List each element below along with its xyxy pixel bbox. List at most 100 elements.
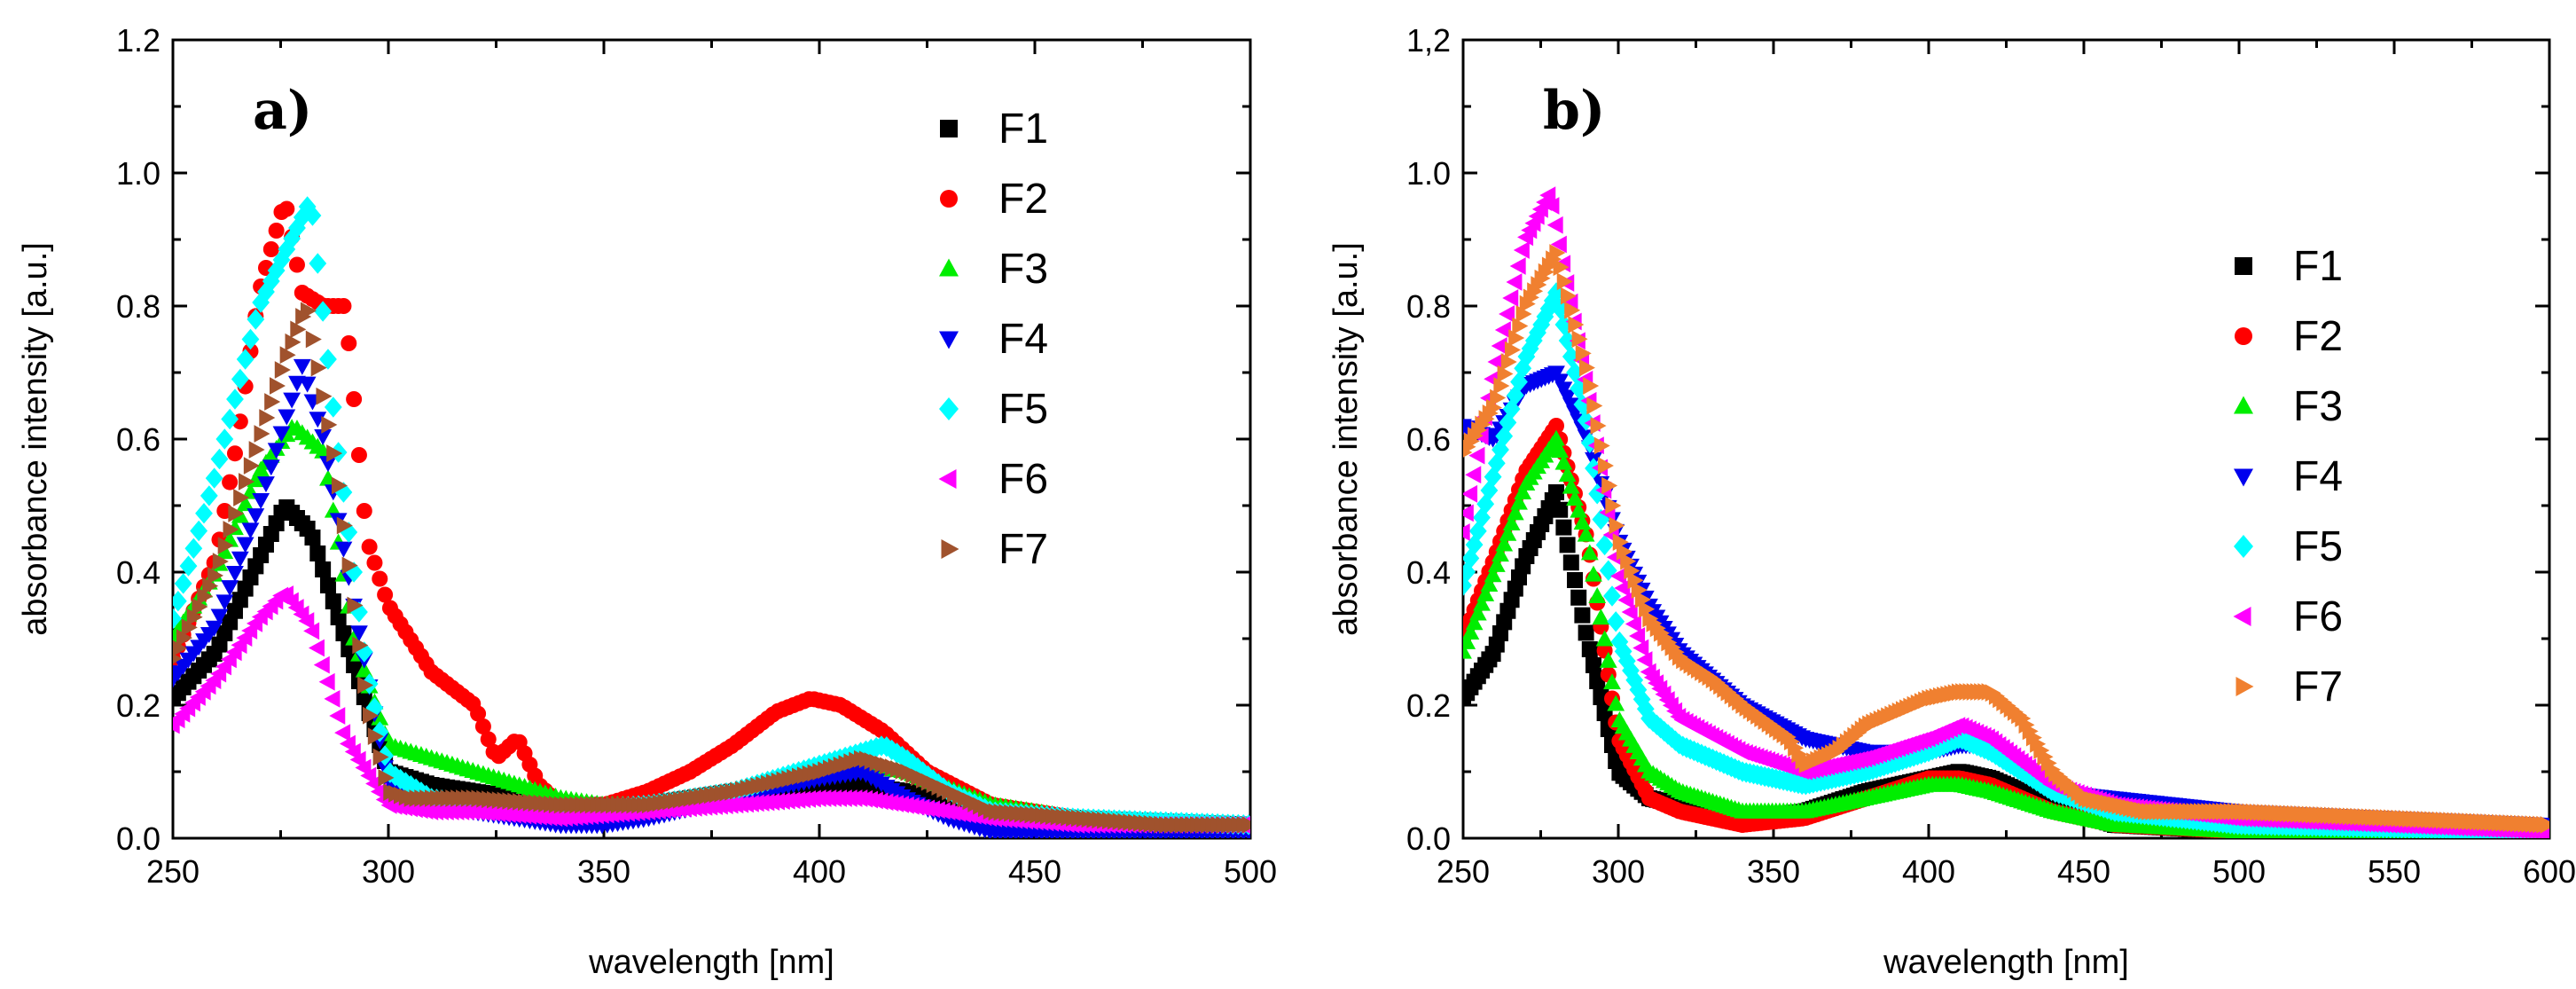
data-point-f3 [1588, 586, 1607, 603]
data-point-f7 [176, 629, 193, 647]
data-point-f6 [1546, 216, 1563, 234]
y-tick-label: 1.2 [116, 22, 161, 59]
data-point-f2 [226, 445, 243, 462]
data-point-f5 [1636, 698, 1655, 719]
x-axis-label: wavelength [nm] [1883, 944, 2129, 981]
data-point-f5 [1633, 688, 1651, 710]
data-point-f5 [1614, 640, 1633, 663]
y-tick-label: 1.0 [1406, 155, 1451, 192]
data-point-f5 [1599, 560, 1617, 581]
data-point-f3 [1514, 483, 1532, 499]
data-point-f6 [1562, 293, 1578, 311]
data-point-f3 [1473, 594, 1491, 611]
x-tick-label: 250 [1437, 853, 1490, 890]
data-point-f2 [356, 503, 372, 519]
data-point-f2 [361, 538, 378, 555]
data-point-f4 [334, 541, 353, 558]
data-point-f1 [309, 546, 326, 561]
data-point-f4 [293, 358, 311, 375]
panel-label: a) [253, 80, 312, 142]
legend-symbol-f3 [2234, 396, 2253, 414]
data-point-f4 [314, 429, 333, 446]
data-point-f3 [1566, 490, 1584, 506]
data-point-f4 [283, 392, 301, 409]
data-point-f7 [1609, 516, 1625, 535]
data-point-f7 [233, 489, 250, 506]
data-point-f6 [1614, 579, 1631, 597]
legend-label: F2 [998, 176, 1048, 223]
data-point-f6 [334, 724, 351, 742]
data-point-f5 [1610, 631, 1629, 653]
data-point-f1 [335, 625, 352, 641]
data-point-f7 [372, 748, 389, 766]
data-point-f5 [1495, 426, 1514, 447]
data-point-f6 [1468, 446, 1485, 465]
data-point-f5 [309, 253, 327, 274]
data-point-f7 [223, 521, 239, 538]
data-point-f6 [318, 672, 335, 691]
data-point-f5 [1554, 314, 1573, 335]
data-point-f4 [205, 620, 223, 637]
data-point-f2 [335, 298, 352, 314]
data-point-f6 [1506, 273, 1523, 291]
data-point-f7 [357, 676, 374, 695]
data-point-f3 [1495, 535, 1514, 552]
data-point-f5 [179, 555, 198, 577]
data-point-f1 [304, 530, 321, 546]
data-point-f5 [1607, 611, 1625, 632]
legend-label: F7 [998, 526, 1048, 573]
data-point-f6 [1502, 289, 1519, 307]
data-point-f5 [173, 608, 182, 630]
data-point-f3 [1484, 566, 1502, 583]
data-point-f5 [1625, 670, 1644, 691]
data-point-f5 [1617, 650, 1636, 671]
data-point-f5 [215, 428, 234, 450]
chart-panel-b: 250 300 350 400 450 500 550 600 0.0 0.2 0.4 0.6 0.8 1… [1327, 22, 2576, 981]
data-point-f7 [1575, 344, 1592, 363]
legend-symbol-f1 [940, 120, 958, 137]
legend-label: F6 [2293, 593, 2343, 640]
x-tick-label: 350 [1747, 853, 1800, 890]
data-point-f5 [314, 301, 333, 322]
x-tick-label: 600 [2523, 853, 2576, 890]
data-point-f7 [192, 598, 208, 616]
data-point-f2 [480, 731, 497, 748]
y-axis-label: absorbance intensity [a.u.] [1327, 242, 1365, 636]
data-point-f1 [1581, 641, 1598, 657]
legend-symbol-f4 [2234, 468, 2253, 487]
x-tick-label: 450 [1008, 853, 1061, 890]
data-point-f4 [210, 608, 229, 625]
data-point-f5 [174, 573, 192, 594]
legend-symbol-f7 [2235, 677, 2254, 696]
data-point-f5 [298, 196, 317, 217]
x-tick-label: 350 [577, 853, 630, 890]
data-point-f1 [319, 577, 336, 593]
data-point-f5 [1463, 561, 1476, 583]
data-point-f4 [252, 493, 270, 510]
x-tick-label: 300 [362, 853, 415, 890]
data-point-f4 [241, 522, 260, 539]
legend-symbol-f2 [2235, 327, 2252, 345]
data-point-f7 [212, 553, 229, 570]
data-point-f4 [226, 565, 244, 582]
data-point-f3 [1492, 546, 1509, 562]
data-point-f5 [200, 485, 218, 506]
series-f7 [173, 302, 1250, 834]
data-point-f5 [1502, 398, 1521, 420]
x-axis-label: wavelength [nm] [588, 944, 834, 981]
data-point-f5 [184, 538, 203, 559]
data-point-f3 [1487, 555, 1506, 572]
data-point-f5 [1484, 466, 1502, 488]
data-point-f5 [324, 396, 342, 418]
data-point-f5 [1465, 534, 1484, 555]
data-point-f5 [1480, 480, 1499, 501]
data-point-f6 [324, 689, 341, 708]
data-point-f2 [346, 391, 363, 407]
chart-panel-a: 250 300 350 400 450 500 0.0 0.2 0.4 0.6 0.8 1.0 1.2 w… [17, 22, 1277, 981]
y-tick-label: 0.8 [1406, 288, 1451, 325]
data-point-f7 [316, 387, 333, 405]
data-point-f3 [1573, 514, 1592, 530]
data-point-f5 [1551, 298, 1570, 319]
data-point-f4 [236, 537, 254, 553]
